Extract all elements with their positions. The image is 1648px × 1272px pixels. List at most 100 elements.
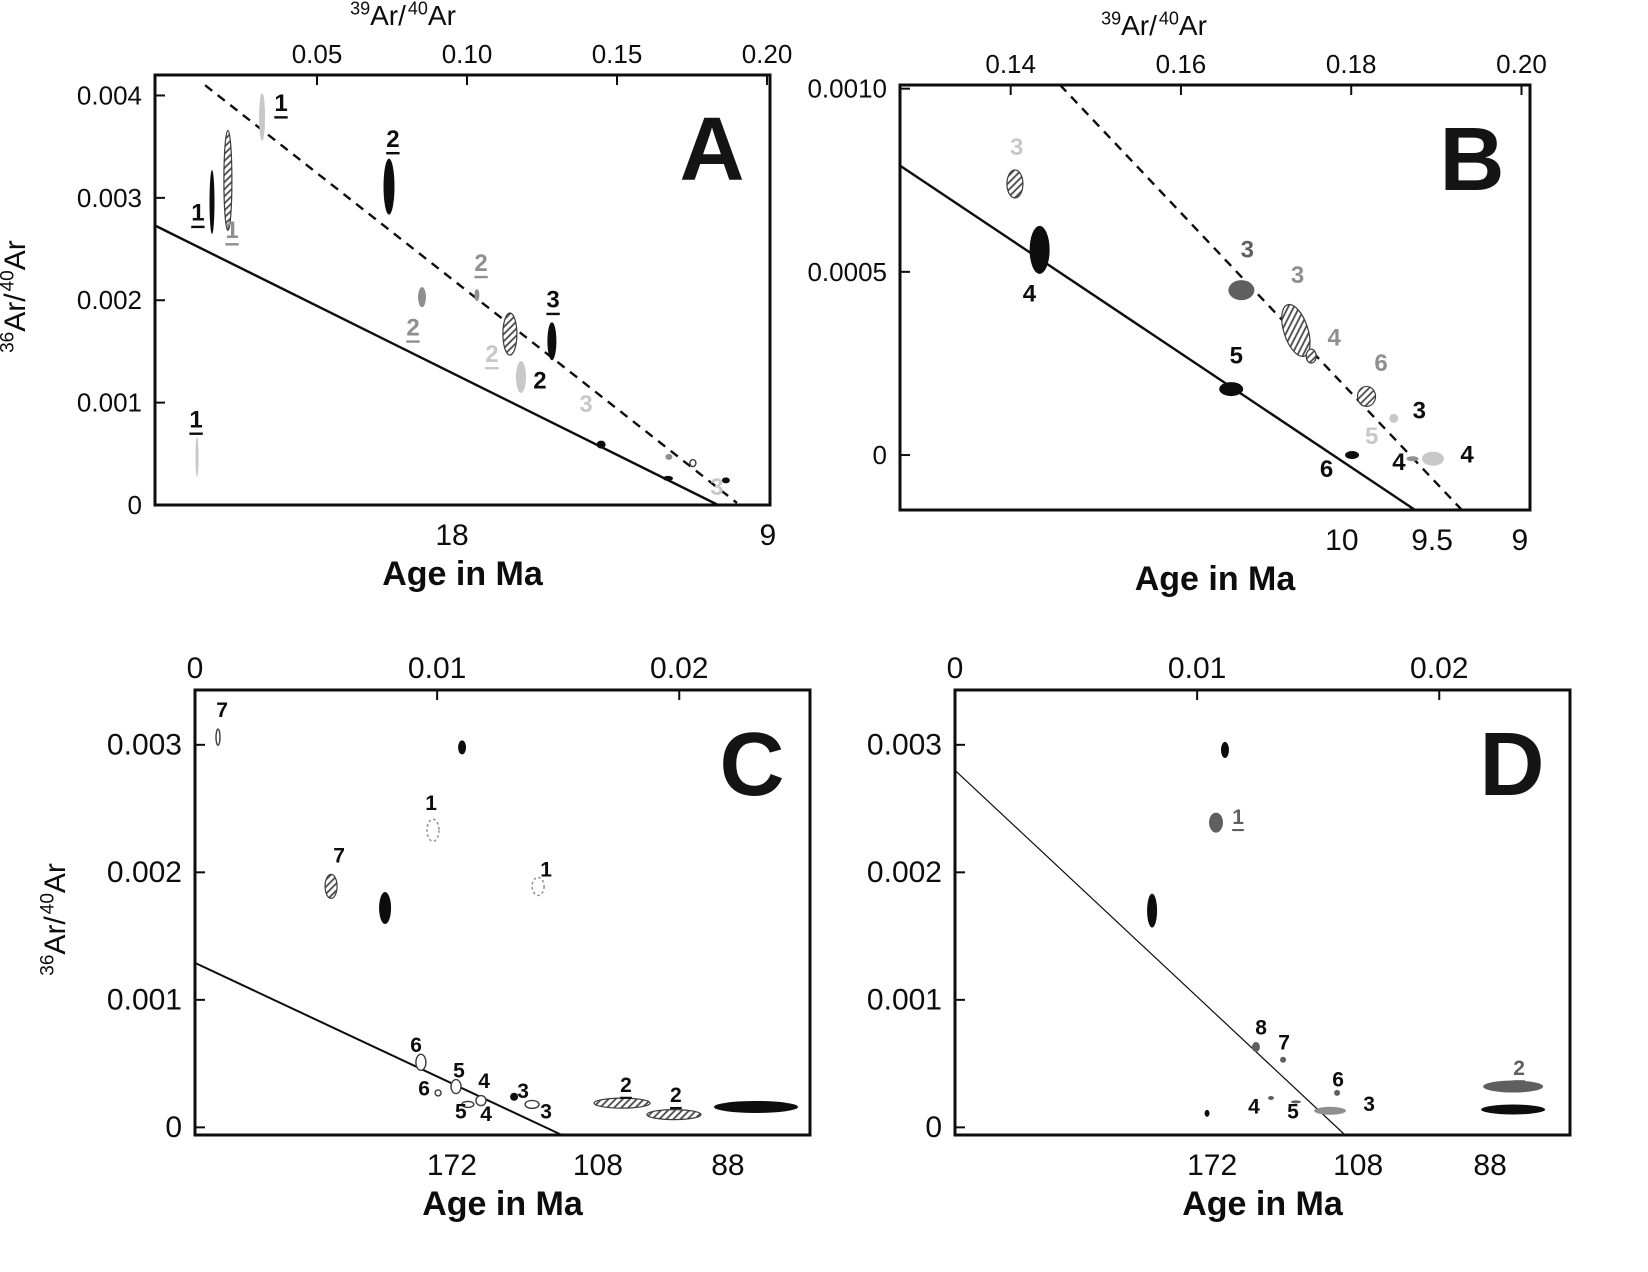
- top-axis-title: 39Ar/40Ar: [350, 0, 456, 31]
- data-point-ellipse: [1356, 385, 1377, 408]
- age-tick-label: 172: [1187, 1149, 1237, 1182]
- panel-B: 0.14 0.16 0.18 0.20 0.0010 0.0005 0 10 9.5 9 Age i…: [807, 8, 1546, 598]
- data-point-ellipse: [547, 322, 557, 361]
- isochron-line-solid: [899, 164, 1416, 511]
- point-label: 5: [453, 1060, 465, 1083]
- data-point-ellipse: [1290, 1100, 1301, 1104]
- point-label: 2: [406, 314, 419, 341]
- point-label: 1: [425, 792, 437, 815]
- data-point-ellipse: [415, 1053, 427, 1072]
- data-point-ellipse: [721, 477, 730, 484]
- data-point-ellipse: [1147, 893, 1158, 928]
- data-point-ellipse: [215, 728, 221, 746]
- point-label: 1: [189, 407, 202, 434]
- data-point-ellipse: [502, 312, 518, 356]
- point-label: 1: [1232, 806, 1244, 829]
- data-point-ellipse: [1219, 382, 1244, 397]
- age-tick-label: 88: [711, 1149, 744, 1182]
- point-label: 1: [540, 858, 552, 881]
- left-tick-label: 0.001: [77, 388, 142, 418]
- data-point-ellipse: [475, 1094, 487, 1107]
- data-point-ellipse: [1345, 451, 1360, 460]
- left-tick-label: 0: [165, 1111, 182, 1144]
- y-axis-title: 36Ar/40Ar: [0, 240, 32, 353]
- point-label: 4: [1460, 442, 1474, 469]
- left-tick-label: 0.002: [107, 856, 182, 889]
- data-point-ellipse: [1006, 169, 1024, 199]
- top-tick-label: 0.02: [1410, 652, 1468, 685]
- top-tick-label: 0.05: [292, 39, 343, 69]
- data-point-ellipse: [324, 873, 338, 899]
- age-tick-label: 9: [1511, 524, 1528, 557]
- point-label: 3: [517, 1080, 529, 1103]
- top-tick-label: 0.01: [408, 652, 466, 685]
- left-tick-label: 0: [128, 490, 142, 520]
- top-tick-label: 0.20: [742, 39, 793, 69]
- data-point-ellipse: [434, 1089, 442, 1097]
- data-point-ellipse: [450, 1078, 462, 1095]
- point-label: 7: [333, 844, 345, 867]
- point-label: 2: [620, 1074, 632, 1097]
- data-point-ellipse: [474, 289, 480, 302]
- data-point-ellipse: [1220, 741, 1229, 758]
- point-label: 6: [1320, 456, 1333, 483]
- point-label: 3: [710, 474, 723, 501]
- data-point-ellipse: [379, 892, 392, 925]
- point-label: 3: [1291, 262, 1304, 289]
- top-axis-title: 39Ar/40Ar: [1101, 8, 1207, 41]
- data-point-ellipse: [1406, 456, 1419, 462]
- point-label: 6: [410, 1034, 422, 1057]
- plot-border: [898, 83, 1532, 512]
- data-point-ellipse: [458, 740, 467, 755]
- data-point-ellipse: [1267, 1096, 1274, 1101]
- data-point-ellipse: [1483, 1080, 1544, 1093]
- age-tick-label: 108: [1333, 1149, 1383, 1182]
- point-label: 4: [480, 1103, 492, 1126]
- top-tick-label: 0: [187, 652, 204, 685]
- point-label: 3: [1363, 1093, 1375, 1116]
- left-tick-label: 0.002: [867, 856, 942, 889]
- x-axis-title: Age in Ma: [1135, 560, 1297, 598]
- data-point-ellipse: [1209, 812, 1224, 833]
- point-label: 2: [485, 341, 498, 368]
- data-point-ellipse: [1314, 1106, 1347, 1115]
- data-point-ellipse: [223, 129, 233, 232]
- point-label: 3: [540, 1101, 552, 1124]
- left-tick-label: 0.003: [77, 183, 142, 213]
- isochron-line-solid: [194, 961, 563, 1136]
- data-point-ellipse: [524, 1099, 540, 1110]
- point-label: 4: [1248, 1095, 1260, 1118]
- top-tick-label: 0.02: [650, 652, 708, 685]
- data-point-ellipse: [1421, 451, 1444, 466]
- point-label: 3: [1241, 236, 1254, 263]
- left-tick-label: 0.001: [867, 983, 942, 1016]
- panel-letter: A: [680, 100, 745, 200]
- point-label: 5: [1287, 1101, 1299, 1124]
- point-label: 2: [533, 368, 546, 395]
- data-point-ellipse: [646, 1108, 702, 1121]
- point-label: 2: [474, 250, 487, 277]
- point-label: 3: [546, 287, 559, 314]
- point-label: 3: [1413, 398, 1426, 425]
- panel-letter: B: [1440, 110, 1505, 210]
- data-point-ellipse: [596, 440, 606, 449]
- data-point-ellipse: [516, 361, 526, 394]
- point-label: 6: [1374, 350, 1387, 377]
- left-tick-label: 0.0010: [807, 74, 887, 104]
- point-label: 1: [225, 217, 238, 244]
- top-tick-label: 0.18: [1326, 49, 1377, 79]
- data-point-ellipse: [510, 1092, 519, 1101]
- x-axis-title: Age in Ma: [382, 555, 544, 593]
- data-point-ellipse: [665, 453, 673, 460]
- age-tick-label: 172: [427, 1149, 477, 1182]
- point-label: 4: [1392, 449, 1406, 476]
- age-tick-label: 108: [573, 1149, 623, 1182]
- panel-letter: C: [720, 715, 785, 815]
- left-tick-label: 0.0005: [807, 257, 887, 287]
- data-point-ellipse: [663, 475, 673, 481]
- top-tick-label: 0.01: [1168, 652, 1226, 685]
- data-point-ellipse: [1251, 1042, 1260, 1053]
